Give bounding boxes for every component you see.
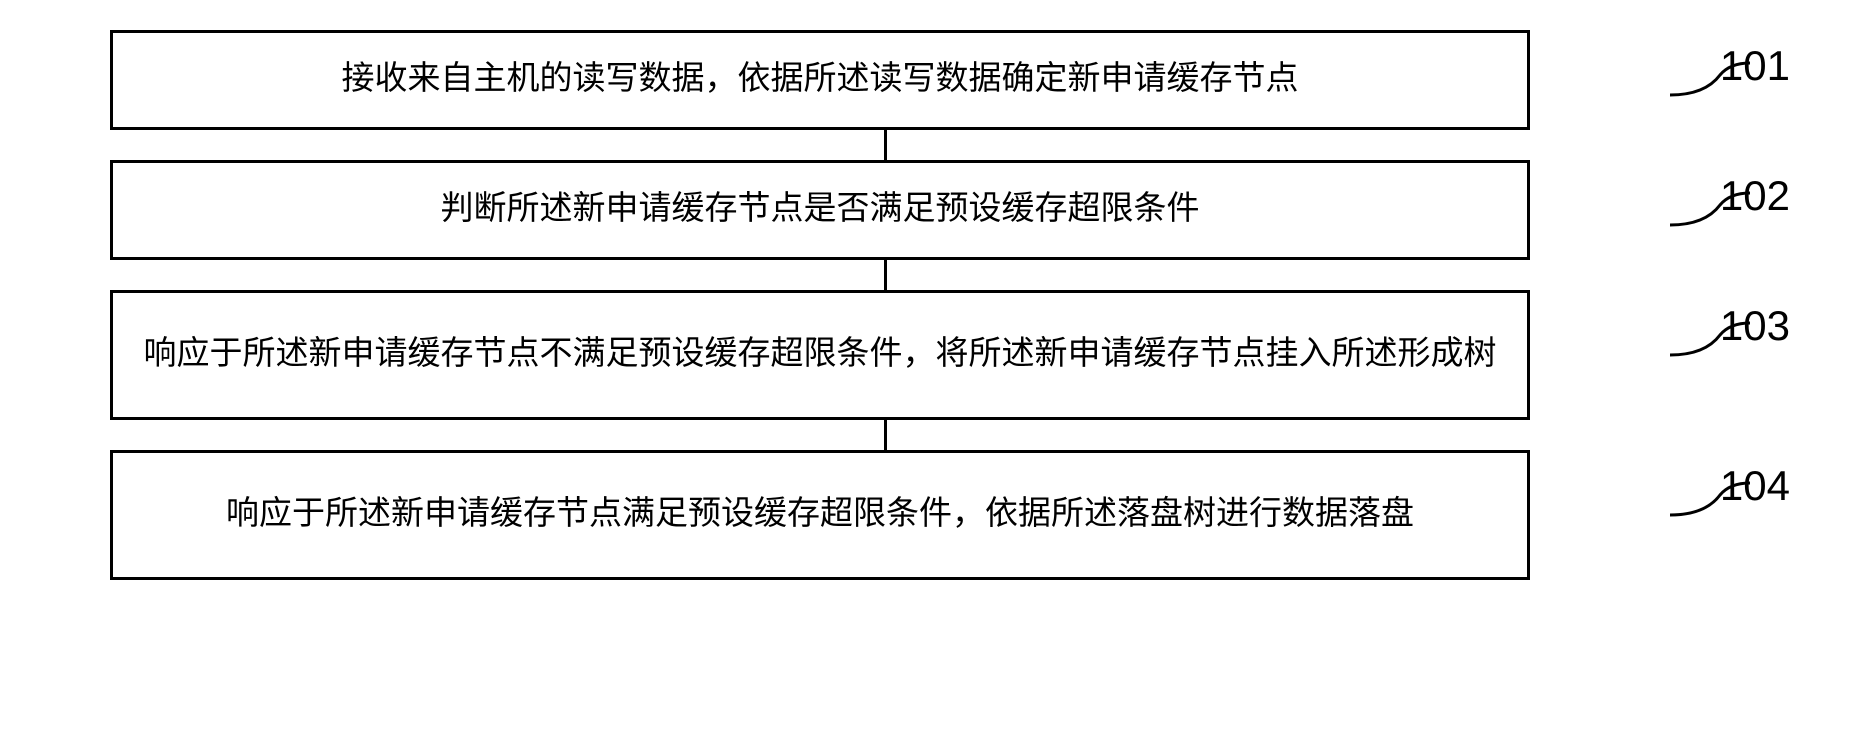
step-label-3: 103 [1720, 302, 1790, 350]
step-text-2: 判断所述新申请缓存节点是否满足预设缓存超限条件 [441, 185, 1200, 235]
step-row-2: 判断所述新申请缓存节点是否满足预设缓存超限条件 102 [110, 160, 1660, 260]
step-box-3: 响应于所述新申请缓存节点不满足预设缓存超限条件，将所述新申请缓存节点挂入所述形成… [110, 290, 1530, 420]
step-box-2: 判断所述新申请缓存节点是否满足预设缓存超限条件 [110, 160, 1530, 260]
step-text-1: 接收来自主机的读写数据，依据所述读写数据确定新申请缓存节点 [342, 55, 1299, 105]
step-box-4: 响应于所述新申请缓存节点满足预设缓存超限条件，依据所述落盘树进行数据落盘 [110, 450, 1530, 580]
step-text-3: 响应于所述新申请缓存节点不满足预设缓存超限条件，将所述新申请缓存节点挂入所述形成… [144, 330, 1497, 380]
step-text-4: 响应于所述新申请缓存节点满足预设缓存超限条件，依据所述落盘树进行数据落盘 [226, 490, 1414, 540]
step-label-4: 104 [1720, 462, 1790, 510]
step-label-2: 102 [1720, 172, 1790, 220]
step-row-4: 响应于所述新申请缓存节点满足预设缓存超限条件，依据所述落盘树进行数据落盘 104 [110, 450, 1660, 580]
step-row-3: 响应于所述新申请缓存节点不满足预设缓存超限条件，将所述新申请缓存节点挂入所述形成… [110, 290, 1660, 420]
step-box-1: 接收来自主机的读写数据，依据所述读写数据确定新申请缓存节点 [110, 30, 1530, 130]
flowchart-container: 接收来自主机的读写数据，依据所述读写数据确定新申请缓存节点 101 判断所述新申… [110, 30, 1660, 580]
step-row-1: 接收来自主机的读写数据，依据所述读写数据确定新申请缓存节点 101 [110, 30, 1660, 130]
step-label-1: 101 [1720, 42, 1790, 90]
connector-2-3 [884, 260, 887, 290]
connector-1-2 [884, 130, 887, 160]
connector-3-4 [884, 420, 887, 450]
